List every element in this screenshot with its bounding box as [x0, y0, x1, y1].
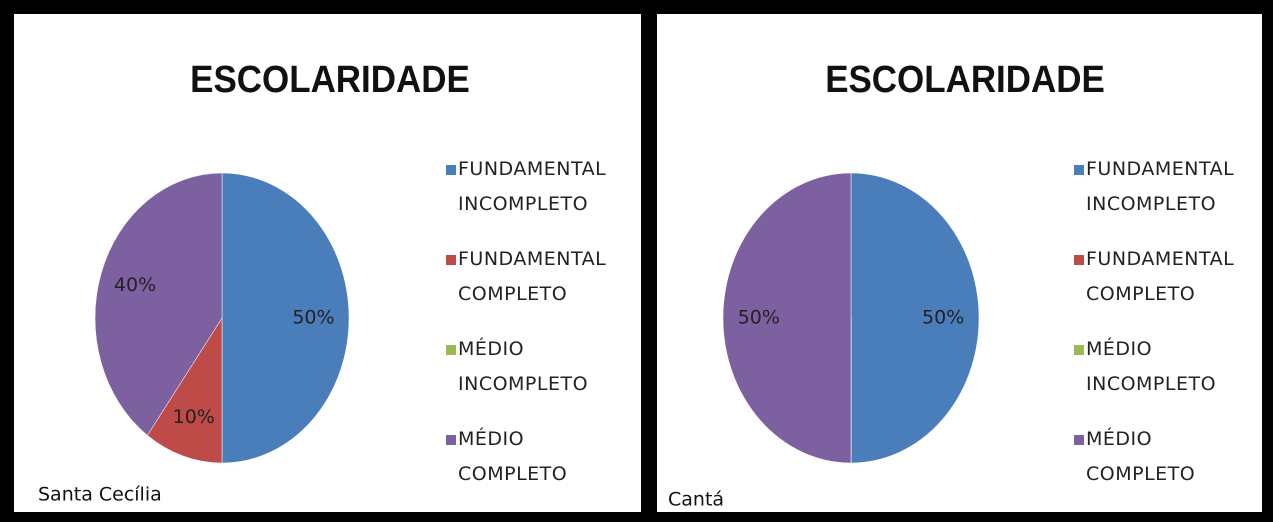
legend-label: FUNDAMENTAL COMPLETO: [458, 248, 607, 305]
pie-slice: [850, 172, 980, 464]
legend-swatch: [1074, 165, 1084, 175]
data-label: 50%: [292, 307, 334, 329]
pie-slice: [147, 317, 223, 464]
chart-title: ESCOLARIDADE: [825, 58, 1105, 101]
legend-label: FUNDAMENTAL INCOMPLETO: [1086, 158, 1235, 215]
data-label: 50%: [738, 307, 780, 329]
pie-slice: [221, 172, 350, 464]
legend-swatch: [446, 345, 456, 355]
legend-label: MÉDIO COMPLETO: [458, 428, 568, 485]
data-label: 10%: [173, 406, 215, 428]
legend-swatch: [1074, 435, 1084, 445]
legend-swatch: [1074, 255, 1084, 265]
annotation: Santa Cecília: [38, 484, 162, 506]
legend-label: FUNDAMENTAL COMPLETO: [1086, 248, 1235, 305]
legend-swatch: [1074, 345, 1084, 355]
pie-slice: [722, 172, 852, 464]
legend-label: MÉDIO COMPLETO: [1086, 428, 1196, 485]
legend-label: MÉDIO INCOMPLETO: [1086, 338, 1217, 395]
legend-label: MÉDIO INCOMPLETO: [458, 338, 589, 395]
data-label: 40%: [114, 274, 156, 296]
chart-title: ESCOLARIDADE: [190, 58, 470, 101]
data-label: 50%: [922, 307, 964, 329]
legend-swatch: [446, 255, 456, 265]
legend-swatch: [446, 165, 456, 175]
pie-slice: [94, 172, 223, 436]
legend-label: FUNDAMENTAL INCOMPLETO: [458, 158, 607, 215]
annotation: Cantá: [668, 489, 724, 511]
legend-swatch: [446, 435, 456, 445]
